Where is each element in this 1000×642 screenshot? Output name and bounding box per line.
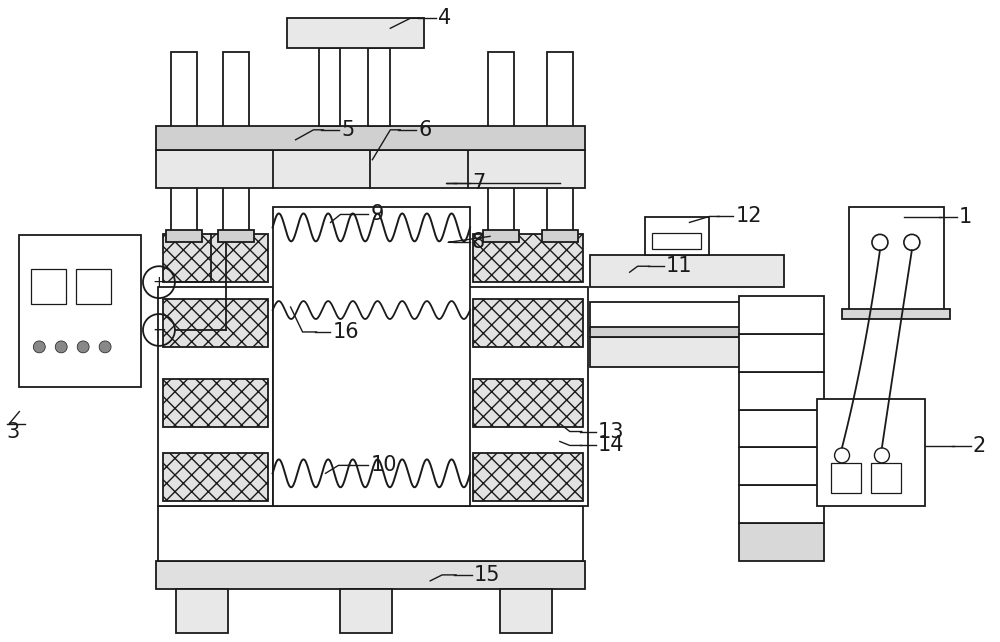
Bar [590,337,784,367]
Bar [273,207,470,506]
Text: 10: 10 [370,455,397,475]
Bar [739,523,824,561]
Circle shape [99,341,111,353]
Bar [842,309,950,319]
Bar [158,287,273,506]
Bar [849,207,944,312]
Bar [156,561,585,589]
Text: 1: 1 [959,207,972,227]
Text: 8: 8 [472,232,485,252]
Text: 3: 3 [6,422,20,442]
Text: 13: 13 [598,422,624,442]
Bar [542,230,578,242]
Bar [871,464,901,493]
Bar [473,234,583,282]
Text: 9: 9 [370,204,384,225]
Bar [171,52,197,234]
Bar [500,589,552,632]
Text: −: − [152,321,166,339]
Bar [739,372,824,410]
Bar [652,234,701,249]
Bar [163,299,268,347]
Bar [368,48,390,126]
Text: 12: 12 [735,207,762,227]
Bar [166,230,202,242]
Bar [31,269,66,304]
Bar [156,126,585,150]
Text: 11: 11 [666,256,692,276]
Text: 5: 5 [341,120,355,140]
Text: 2: 2 [973,437,986,456]
Bar [739,447,824,485]
Bar [488,52,514,234]
Bar [163,379,268,426]
Bar [473,453,583,501]
Text: 6: 6 [418,120,432,140]
Bar [176,589,228,632]
Bar [645,218,709,256]
Circle shape [77,341,89,353]
Bar [468,287,588,506]
Bar [218,230,254,242]
Bar [287,19,424,48]
Bar [163,234,268,282]
Bar [590,327,784,337]
Bar [739,334,824,372]
Text: 4: 4 [438,8,451,28]
Circle shape [55,341,67,353]
Text: 7: 7 [472,173,485,193]
Bar [319,48,340,126]
Text: 15: 15 [474,565,501,585]
Bar [817,399,925,506]
Bar [590,256,784,287]
Bar [156,150,585,187]
Bar [158,506,583,561]
Bar [163,453,268,501]
Bar [739,410,824,447]
Bar [483,230,519,242]
Bar [831,464,861,493]
Bar [19,236,141,386]
Bar [223,52,249,234]
Bar [76,269,111,304]
Bar [739,296,824,334]
Text: 16: 16 [332,322,359,342]
Text: 14: 14 [598,435,624,455]
Bar [590,302,784,332]
Bar [547,52,573,234]
Bar [473,299,583,347]
Bar [739,485,824,523]
Text: +: + [153,275,165,290]
Circle shape [33,341,45,353]
Bar [340,589,392,632]
Bar [473,379,583,426]
